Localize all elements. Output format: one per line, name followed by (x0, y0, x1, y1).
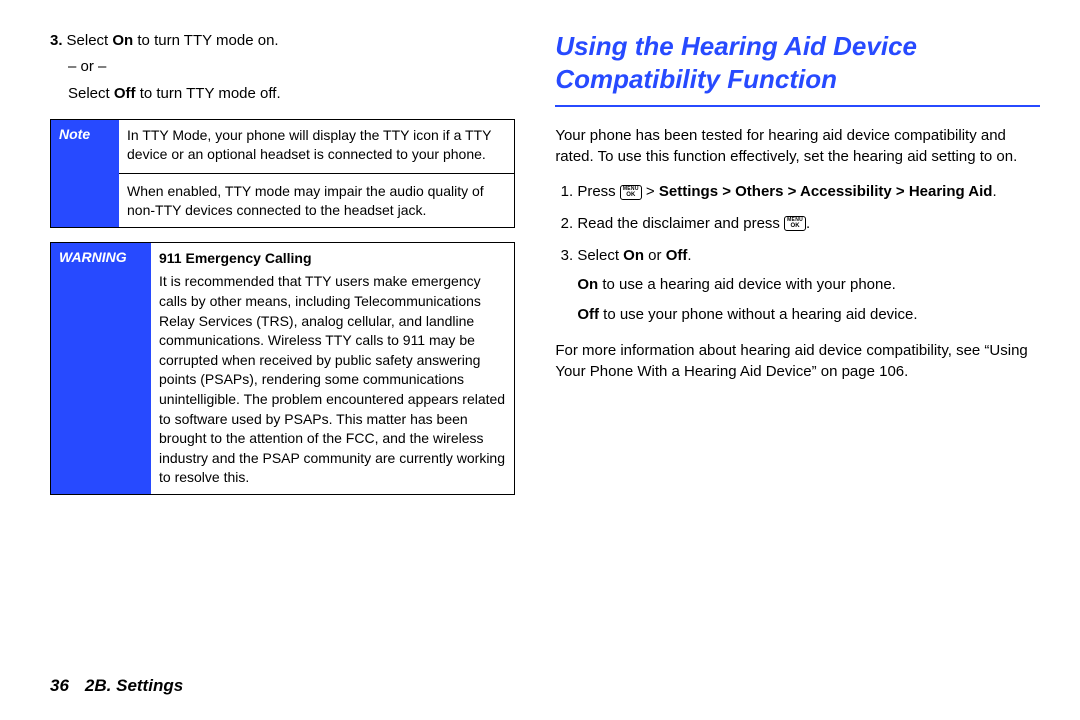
step-3: Select On or Off. On to use a hearing ai… (577, 245, 1040, 326)
step-3b: Select Off to turn TTY mode off. (50, 83, 515, 105)
note-divider (119, 173, 514, 174)
step-text-mid: or (644, 247, 666, 264)
sub-bold: On (577, 276, 598, 293)
step-text-gt: > (642, 183, 659, 200)
two-column-layout: 3.Select On to turn TTY mode on. – or – … (50, 30, 1040, 660)
manual-page: 3.Select On to turn TTY mode on. – or – … (0, 0, 1080, 720)
menu-ok-icon: MENUOK (784, 216, 806, 231)
sub-text: to use a hearing aid device with your ph… (598, 276, 896, 293)
step-text-off: Off (666, 247, 688, 264)
step-text-bold: On (112, 32, 133, 49)
menu-ok-icon: MENUOK (620, 185, 642, 200)
step-3-sub-off: Off to use your phone without a hearing … (577, 304, 1040, 326)
more-info-paragraph: For more information about hearing aid d… (555, 340, 1040, 382)
page-number: 36 (50, 676, 69, 695)
step-text-end: . (806, 215, 810, 232)
step-text-on: On (623, 247, 644, 264)
step-text-pre: Press (577, 183, 620, 200)
numbered-steps: Press MENUOK > Settings > Others > Acces… (555, 181, 1040, 326)
step-text-bold: Off (114, 85, 136, 102)
or-separator: – or – (50, 58, 515, 75)
note-body: In TTY Mode, your phone will display the… (119, 120, 514, 227)
page-footer: 36 2B. Settings (50, 676, 1040, 696)
right-column: Using the Hearing Aid Device Compatibili… (555, 30, 1040, 660)
step-number: 3. (50, 32, 63, 49)
note-paragraph-1: In TTY Mode, your phone will display the… (127, 126, 506, 165)
warning-callout: WARNING 911 Emergency Calling It is reco… (50, 242, 515, 495)
left-column: 3.Select On to turn TTY mode on. – or – … (50, 30, 515, 660)
warning-title: 911 Emergency Calling (159, 249, 506, 269)
step-text-pre: Select (577, 247, 623, 264)
step-text-pre: Select (68, 85, 114, 102)
warning-body: 911 Emergency Calling It is recommended … (151, 243, 514, 494)
intro-paragraph: Your phone has been tested for hearing a… (555, 125, 1040, 167)
step-text-end: . (687, 247, 691, 264)
step-3: 3.Select On to turn TTY mode on. (50, 30, 515, 52)
sub-bold: Off (577, 306, 599, 323)
step-text-pre: Select (67, 32, 113, 49)
step-text-pre: Read the disclaimer and press (577, 215, 784, 232)
step-text-post: to turn TTY mode on. (133, 32, 278, 49)
step-text-path: Settings > Others > Accessibility > Hear… (659, 183, 993, 200)
step-text-end: . (992, 183, 996, 200)
step-text-post: to turn TTY mode off. (136, 85, 281, 102)
sub-text: to use your phone without a hearing aid … (599, 306, 918, 323)
note-paragraph-2: When enabled, TTY mode may impair the au… (127, 182, 506, 221)
step-3-sub-on: On to use a hearing aid device with your… (577, 274, 1040, 296)
step-2: Read the disclaimer and press MENUOK. (577, 213, 1040, 235)
heading-underline (555, 105, 1040, 107)
step-1: Press MENUOK > Settings > Others > Acces… (577, 181, 1040, 203)
note-callout: Note In TTY Mode, your phone will displa… (50, 119, 515, 228)
note-label: Note (51, 120, 119, 227)
warning-label: WARNING (51, 243, 151, 494)
section-title: 2B. Settings (85, 676, 183, 695)
warning-text: It is recommended that TTY users make em… (159, 272, 506, 488)
section-heading: Using the Hearing Aid Device Compatibili… (555, 30, 1040, 95)
